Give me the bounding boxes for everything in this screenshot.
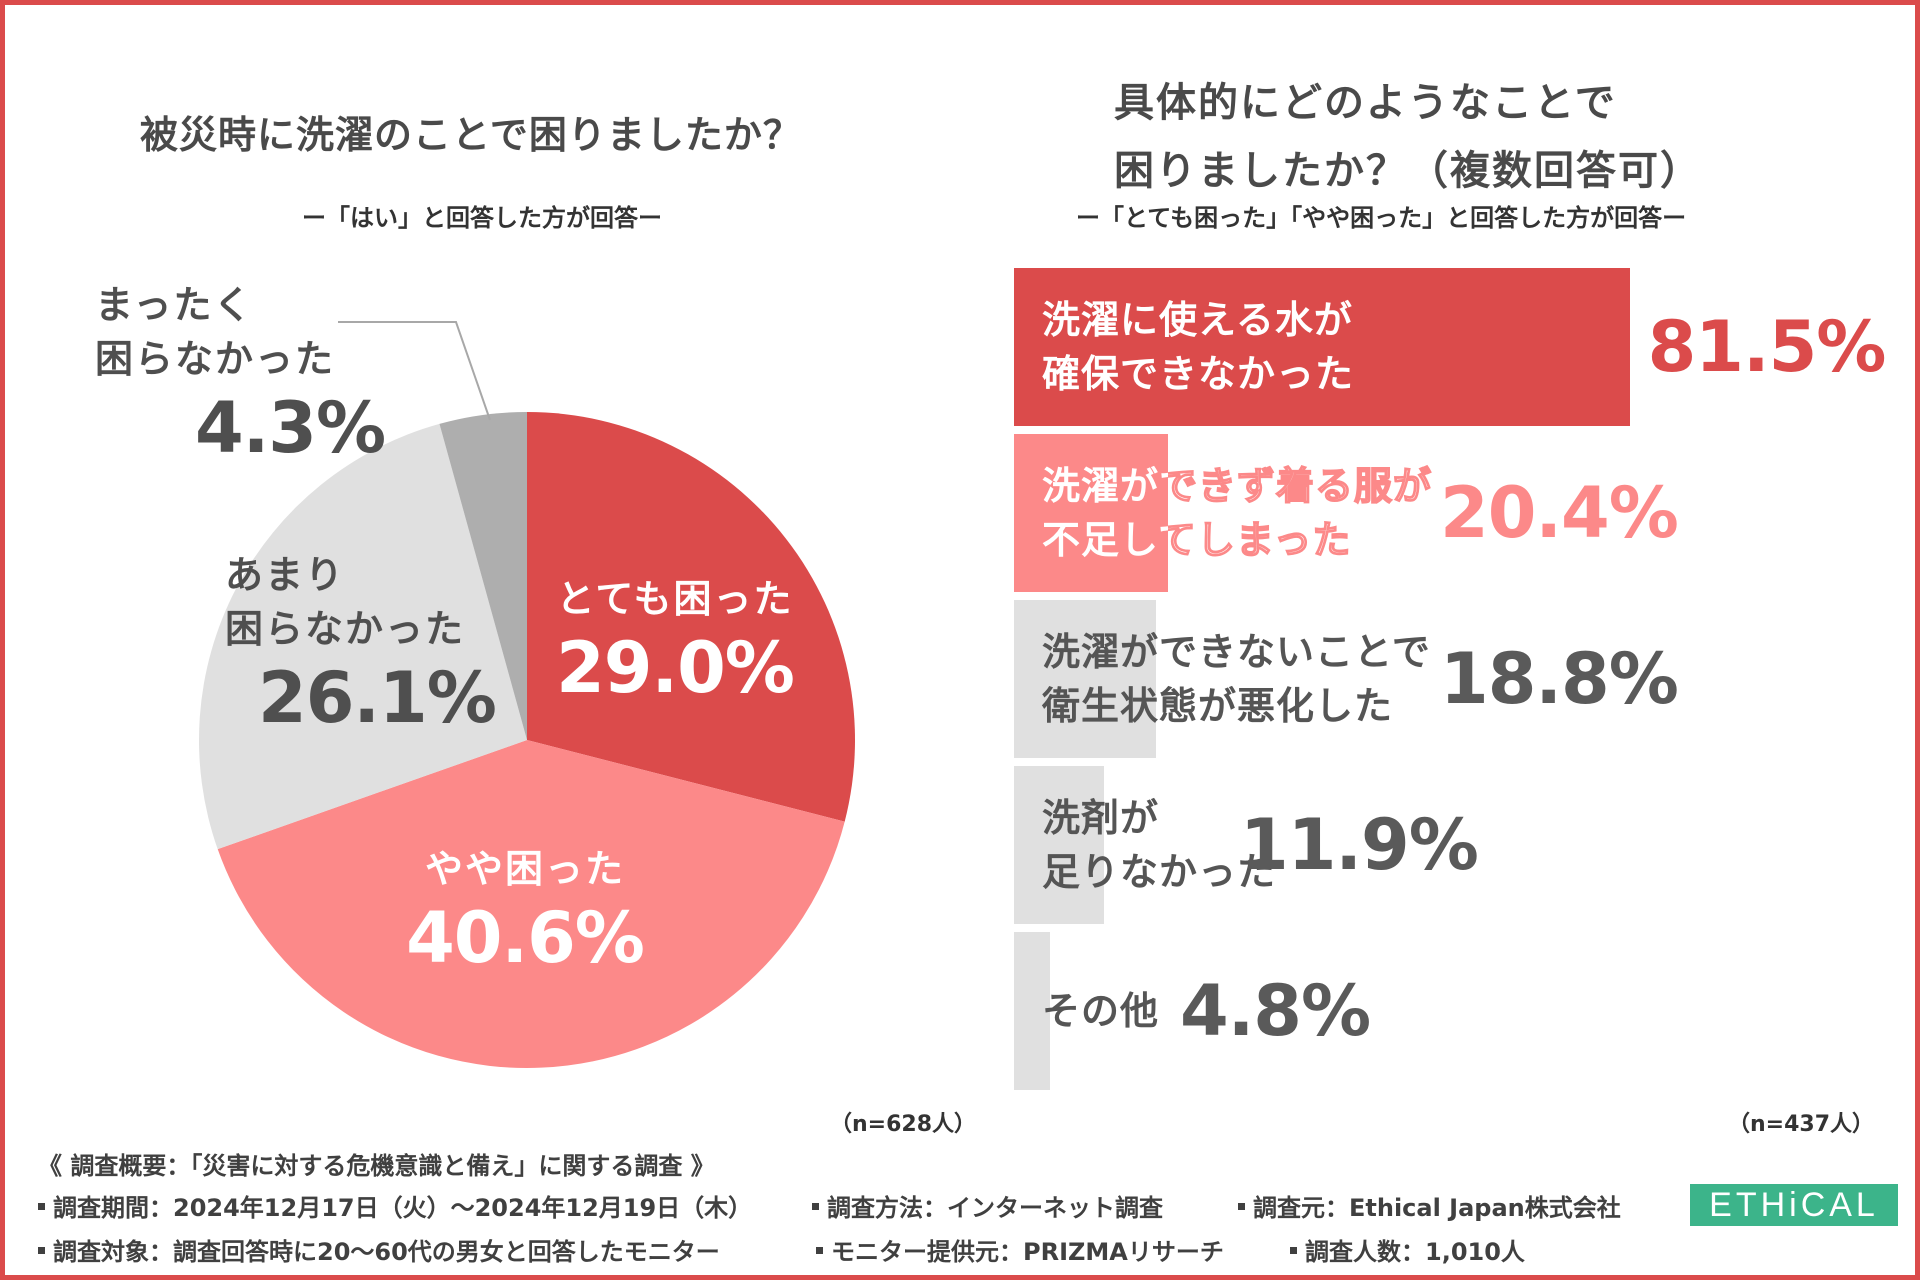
pie-sample-size: （n=628人）	[830, 1112, 977, 1137]
pie-label-somewhat-troubled: やや困った 40.6%	[395, 842, 655, 980]
survey-provider-text: モニター提供元：PRIZMAリサーチ	[831, 1238, 1224, 1266]
bar-subtitle: ー「とても困った」「やや困った」と回答した方が回答ー	[1076, 204, 1687, 232]
survey-period-text: 調査期間：2024年12月17日（火）〜2024年12月19日（木）	[53, 1194, 753, 1222]
bullet-square	[1238, 1202, 1245, 1210]
pie-label-percent: 40.6%	[406, 897, 645, 979]
survey-method-text: 調査方法：インターネット調査	[827, 1194, 1163, 1222]
bar-title-line2: 困りましたか？（複数回答可）	[1114, 148, 1702, 194]
bar-label-line: 洗濯ができず着る服が	[1168, 463, 1433, 509]
survey-count-text: 調査人数：1,010人	[1305, 1238, 1525, 1266]
bullet-square	[812, 1202, 819, 1210]
survey-provider: モニター提供元：PRIZMAリサーチ	[816, 1232, 1224, 1267]
bar-5	[1014, 932, 1051, 1090]
bullet-square	[38, 1202, 45, 1210]
survey-target: 調査対象：調査回答時に20〜60代の男女と回答したモニター	[38, 1232, 720, 1267]
pie-label-percent: 4.3%	[195, 387, 386, 469]
bar-label-line: 不足してしまった	[1042, 518, 1352, 562]
pie-slice-not-much-troubled	[198, 423, 527, 850]
bar-label-line: 不足してしまった	[1168, 517, 1352, 563]
ethical-logo: ETHiCAL	[1690, 1184, 1898, 1226]
pie-label-percent: 26.1%	[258, 657, 497, 739]
survey-method: 調査方法：インターネット調査	[812, 1188, 1163, 1223]
bar-label-line: 洗剤が	[1042, 796, 1160, 840]
bar-label-5: その他	[1042, 984, 1159, 1038]
bullet-square	[38, 1246, 45, 1254]
bar-label-4: 洗剤が 足りなかった	[1042, 791, 1276, 899]
bar-value-5: 4.8%	[1180, 970, 1371, 1052]
bar-label-line: 洗濯に使える水が	[1042, 298, 1353, 342]
pie-label-name: あまり 困らなかった	[225, 553, 466, 651]
pie-slice-very-troubled	[527, 412, 855, 822]
bullet-square	[1290, 1246, 1297, 1254]
bar-label-line: その他	[1042, 989, 1160, 1033]
bar-label-line: 確保できなかった	[1042, 352, 1355, 396]
bar-label-line: 足りなかった	[1042, 850, 1277, 894]
pie-title: 被災時に洗濯のことで困りましたか？	[140, 113, 802, 157]
bar-sample-size: （n=437人）	[1728, 1112, 1875, 1137]
pie-slice-somewhat-troubled	[217, 740, 845, 1068]
pie-label-name: とても困った	[556, 577, 794, 621]
survey-count: 調査人数：1,010人	[1290, 1232, 1525, 1267]
pie-label-name: まったく 困らなかった	[95, 283, 336, 381]
survey-source: 調査元：Ethical Japan株式会社	[1238, 1188, 1621, 1223]
bar-label-line: 衛生状態が悪化した	[1042, 684, 1394, 728]
survey-period: 調査期間：2024年12月17日（火）〜2024年12月19日（木）	[38, 1188, 752, 1223]
bar-3	[1014, 600, 1156, 758]
bar-label-3: 洗濯ができないことで 衛生状態が悪化した	[1042, 625, 1431, 733]
bar-value-1: 81.5%	[1647, 306, 1887, 388]
pie-label-very-troubled: とても困った 29.0%	[545, 572, 805, 710]
bar-title-line1: 具体的にどのようなことで	[1114, 80, 1617, 126]
pie-subtitle: ー「はい」と回答した方が回答ー	[302, 204, 662, 232]
pie-label-not-much-troubled: あまり 困らなかった 26.1%	[225, 548, 497, 740]
bullet-square	[816, 1246, 823, 1254]
pie-label-percent: 29.0%	[556, 627, 795, 709]
survey-source-text: 調査元：Ethical Japan株式会社	[1253, 1194, 1621, 1222]
bar-label-1: 洗濯に使える水が 確保できなかった	[1042, 293, 1354, 401]
bar-value-2: 20.4%	[1440, 472, 1679, 554]
survey-target-text: 調査対象：調査回答時に20〜60代の男女と回答したモニター	[53, 1238, 720, 1266]
bar-label-line: 洗濯ができず着る服が	[1042, 464, 1433, 508]
bar-label-2: 洗濯ができず着る服が 不足してしまった	[1042, 459, 1432, 567]
bar-label-line: 洗濯ができないことで	[1042, 630, 1431, 674]
pie-slice-not-at-all-troubled	[439, 412, 527, 740]
bar-1	[1014, 268, 1630, 426]
bar-4	[1014, 766, 1104, 924]
pie-leader-line	[338, 321, 491, 421]
pie-label-name: やや困った	[424, 847, 625, 891]
survey-summary: 《 調査概要：「災害に対する危機意識と備え」に関する調査 》	[38, 1152, 715, 1180]
bar-value-4: 11.9%	[1240, 804, 1479, 886]
pie-label-not-at-all-troubled: まったく 困らなかった 4.3%	[95, 278, 386, 470]
bar-2	[1014, 434, 1169, 592]
bar-value-3: 18.8%	[1440, 638, 1679, 720]
